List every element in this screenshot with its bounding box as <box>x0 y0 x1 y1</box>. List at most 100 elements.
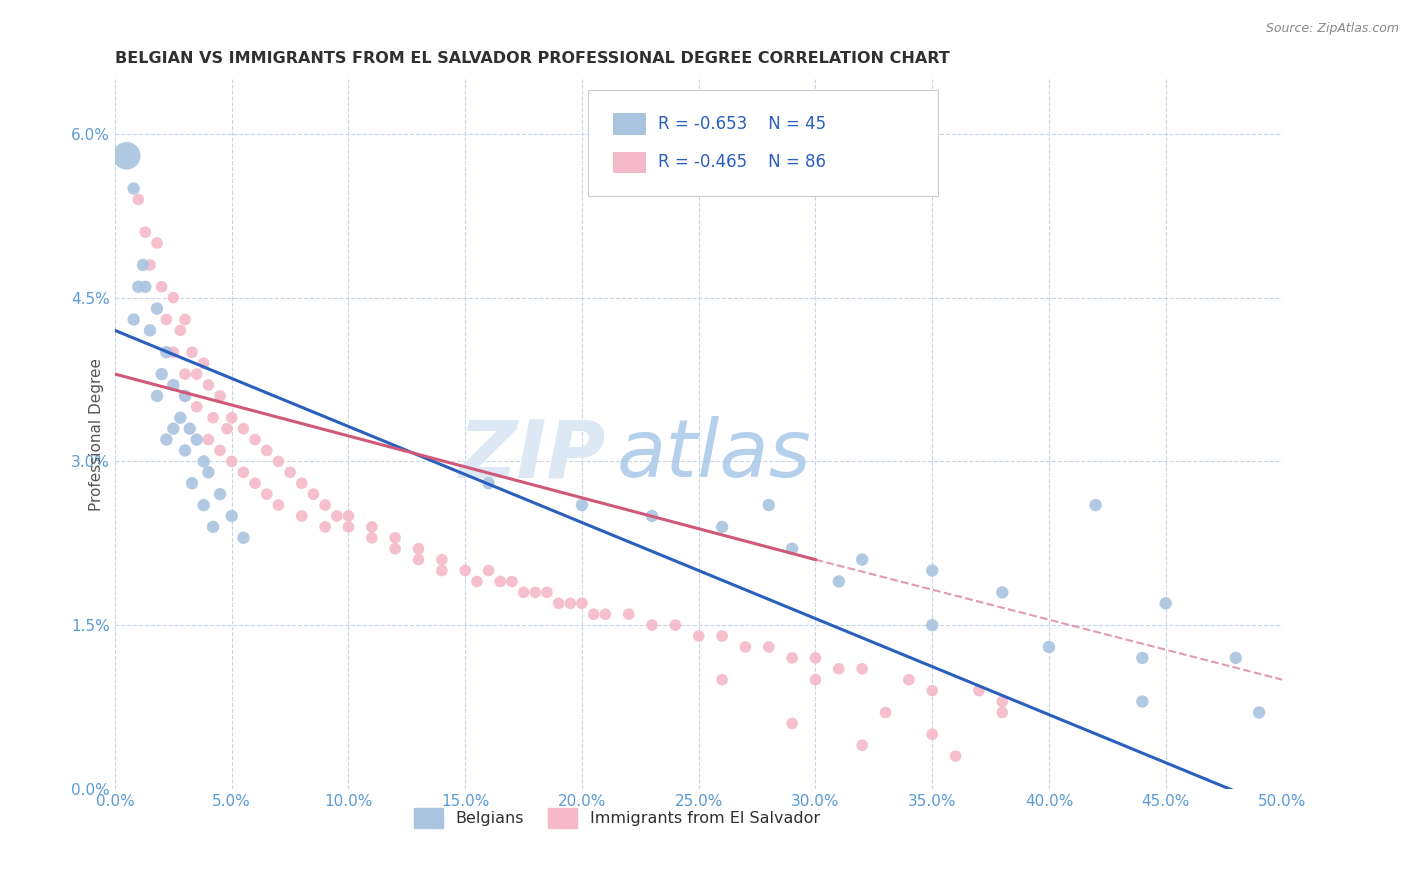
Point <box>134 225 156 239</box>
FancyBboxPatch shape <box>613 113 647 135</box>
Point <box>408 541 430 556</box>
Point <box>202 410 225 425</box>
Point <box>150 367 173 381</box>
Point <box>1154 596 1177 610</box>
Point <box>169 323 191 337</box>
Point <box>991 694 1014 708</box>
Point <box>146 389 169 403</box>
Point <box>181 345 204 359</box>
Point <box>711 629 734 643</box>
Point <box>1038 640 1060 654</box>
Point <box>384 531 406 545</box>
Point <box>921 683 943 698</box>
Point <box>162 345 184 359</box>
Point <box>174 389 197 403</box>
Point <box>155 345 177 359</box>
Point <box>384 541 406 556</box>
Point <box>711 673 734 687</box>
Point <box>921 564 943 578</box>
Point <box>571 498 593 512</box>
Point <box>875 706 897 720</box>
Point <box>1130 694 1153 708</box>
Point <box>174 443 197 458</box>
Point <box>595 607 617 622</box>
Point <box>337 508 360 523</box>
Point <box>360 531 382 545</box>
Point <box>169 410 191 425</box>
Point <box>139 323 162 337</box>
Point <box>232 422 254 436</box>
Point <box>150 279 173 293</box>
Text: atlas: atlas <box>617 417 811 494</box>
Point <box>122 312 145 326</box>
Point <box>337 520 360 534</box>
Point <box>243 476 266 491</box>
Point <box>991 585 1014 599</box>
Point <box>134 279 156 293</box>
Point <box>215 422 238 436</box>
Point <box>186 400 208 414</box>
Point <box>197 433 219 447</box>
Point <box>512 585 534 599</box>
Point <box>209 389 232 403</box>
Point <box>1084 498 1107 512</box>
Point <box>221 410 243 425</box>
Point <box>967 683 990 698</box>
Point <box>267 454 290 468</box>
Point <box>617 607 640 622</box>
Point <box>465 574 488 589</box>
Point <box>278 466 301 480</box>
Point <box>243 433 266 447</box>
Point <box>162 378 184 392</box>
Point <box>489 574 512 589</box>
Point <box>221 454 243 468</box>
Point <box>780 541 803 556</box>
Point <box>181 476 204 491</box>
Text: R = -0.465    N = 86: R = -0.465 N = 86 <box>658 153 825 171</box>
Point <box>851 662 873 676</box>
Point <box>851 552 873 566</box>
Legend: Belgians, Immigrants from El Salvador: Belgians, Immigrants from El Salvador <box>408 802 827 834</box>
Point <box>711 520 734 534</box>
Point <box>186 367 208 381</box>
Point <box>162 422 184 436</box>
Point <box>202 520 225 534</box>
Point <box>780 716 803 731</box>
Point <box>828 662 851 676</box>
Point <box>146 236 169 251</box>
Point <box>174 312 197 326</box>
Point <box>314 498 336 512</box>
Point <box>267 498 290 512</box>
Point <box>155 312 177 326</box>
Point <box>221 508 243 523</box>
Point <box>193 454 215 468</box>
Point <box>193 498 215 512</box>
Point <box>921 618 943 632</box>
Point <box>921 727 943 741</box>
Point <box>155 433 177 447</box>
Point <box>582 607 605 622</box>
Point <box>1225 651 1247 665</box>
Text: R = -0.653    N = 45: R = -0.653 N = 45 <box>658 115 825 133</box>
Point <box>146 301 169 316</box>
Point <box>127 193 149 207</box>
Point <box>804 651 827 665</box>
Point <box>232 531 254 545</box>
Point <box>828 574 851 589</box>
Point <box>209 487 232 501</box>
Point <box>291 508 314 523</box>
Point <box>1130 651 1153 665</box>
Point <box>851 738 873 752</box>
Point <box>758 498 780 512</box>
Point <box>132 258 155 272</box>
Point <box>186 433 208 447</box>
Point <box>209 443 232 458</box>
Point <box>524 585 547 599</box>
Point <box>758 640 780 654</box>
Point <box>197 466 219 480</box>
Point <box>945 749 967 764</box>
Point <box>127 279 149 293</box>
Point <box>560 596 582 610</box>
Point <box>256 487 278 501</box>
Point <box>734 640 756 654</box>
